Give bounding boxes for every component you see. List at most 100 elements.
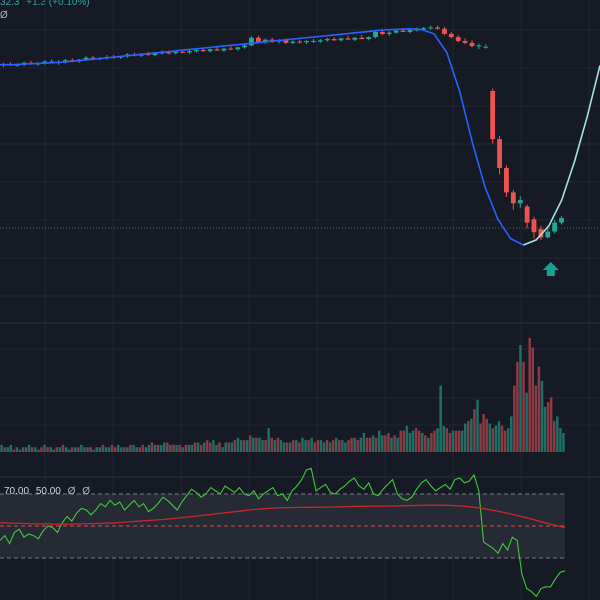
volume-bar xyxy=(485,418,488,452)
candle-body xyxy=(324,39,330,41)
volume-bar xyxy=(384,435,387,452)
volume-bar xyxy=(233,440,237,452)
candle-body xyxy=(317,40,323,42)
volume-bar xyxy=(43,444,46,452)
volume-bar xyxy=(83,447,86,452)
volume-bar xyxy=(236,437,240,452)
volume-bar xyxy=(457,430,461,452)
volume-bar xyxy=(58,447,62,452)
volume-bar xyxy=(433,430,436,452)
volume-bar xyxy=(365,437,369,452)
volume-bar xyxy=(513,385,516,452)
volume-bar xyxy=(553,421,556,452)
volume-bar xyxy=(110,444,114,452)
volume-bar xyxy=(92,449,95,452)
candle-body xyxy=(187,51,192,53)
candle-body xyxy=(283,40,289,43)
candle-body xyxy=(297,41,303,43)
volume-bar xyxy=(73,447,77,452)
volume-bar xyxy=(285,442,289,452)
candle-body xyxy=(83,57,89,60)
volume-bar xyxy=(377,430,381,452)
volume-bar xyxy=(101,444,105,452)
candle-body xyxy=(476,45,482,47)
candle-body xyxy=(393,30,399,33)
candle-body xyxy=(407,30,413,32)
volume-bar xyxy=(218,442,221,452)
volume-bar xyxy=(344,442,347,452)
volume-bar xyxy=(202,442,206,452)
candle-body xyxy=(483,46,489,48)
volume-bar xyxy=(116,444,120,452)
volume-bar xyxy=(18,449,22,452)
volume-bar xyxy=(479,423,482,452)
candle-body xyxy=(517,200,523,204)
volume-bar xyxy=(556,416,559,452)
candle-body xyxy=(386,32,392,34)
volume-bar xyxy=(159,444,163,452)
volume-bar xyxy=(270,437,273,452)
candle-body xyxy=(352,37,358,40)
volume-bar xyxy=(40,447,43,452)
volume-bar xyxy=(123,447,126,452)
rsi-legend: 70.00 50.00 Ø Ø xyxy=(4,486,94,497)
volume-bar xyxy=(67,449,71,452)
volume-bar xyxy=(153,444,157,452)
volume-bar xyxy=(316,440,320,452)
volume-bar xyxy=(414,428,418,452)
volume-bar xyxy=(338,440,341,452)
candle-body xyxy=(304,40,310,43)
candle-body xyxy=(400,30,406,32)
rsi-visibility-icon[interactable]: Ø xyxy=(67,486,76,497)
volume-bar xyxy=(255,437,258,452)
volume-bar xyxy=(494,425,498,452)
volume-bar xyxy=(396,437,399,452)
rsi-upper-level: 70.00 xyxy=(4,486,30,497)
price-change: +1.3 (+0.10%) xyxy=(26,0,90,8)
indicator-visibility-icon[interactable]: Ø xyxy=(0,10,8,21)
volume-bar xyxy=(546,402,550,452)
volume-bar xyxy=(150,442,154,452)
candle-body xyxy=(524,206,530,223)
rsi-settings-icon[interactable]: Ø xyxy=(82,486,90,497)
volume-bar xyxy=(519,345,522,452)
volume-bar xyxy=(292,440,295,452)
candle-body xyxy=(462,40,468,43)
candle-body xyxy=(538,228,544,238)
volume-bar xyxy=(52,449,55,452)
last-price: 32.3 xyxy=(0,0,20,8)
candle-body xyxy=(331,39,337,41)
candle-body xyxy=(345,38,351,40)
volume-bar xyxy=(169,444,172,452)
candle-body xyxy=(469,42,475,47)
volume-bar xyxy=(473,409,476,452)
volume-bar xyxy=(249,435,252,452)
volume-bar xyxy=(335,437,338,452)
volume-bar xyxy=(9,444,12,452)
volume-bar xyxy=(227,442,230,452)
candle-body xyxy=(379,31,385,34)
volume-bar xyxy=(252,437,255,452)
volume-bar xyxy=(371,435,375,452)
volume-bar xyxy=(307,440,310,452)
volume-bar xyxy=(500,425,504,452)
volume-bar xyxy=(454,430,458,452)
candle-body xyxy=(255,37,261,43)
volume-bar xyxy=(273,440,277,452)
candle-body xyxy=(359,37,365,40)
volume-bar xyxy=(516,361,519,452)
volume-bar xyxy=(488,423,492,452)
volume-bar xyxy=(86,447,89,452)
volume-bar xyxy=(549,397,553,452)
volume-bar xyxy=(503,430,507,452)
volume-bar xyxy=(27,444,31,452)
volume-bar xyxy=(199,444,203,452)
volume-bar xyxy=(61,444,65,452)
volume-bar xyxy=(276,437,280,452)
candle-body xyxy=(214,49,220,51)
volume-bar xyxy=(206,440,209,452)
volume-bar xyxy=(362,433,366,452)
volume-bar xyxy=(49,447,52,452)
volume-bar xyxy=(439,385,442,452)
